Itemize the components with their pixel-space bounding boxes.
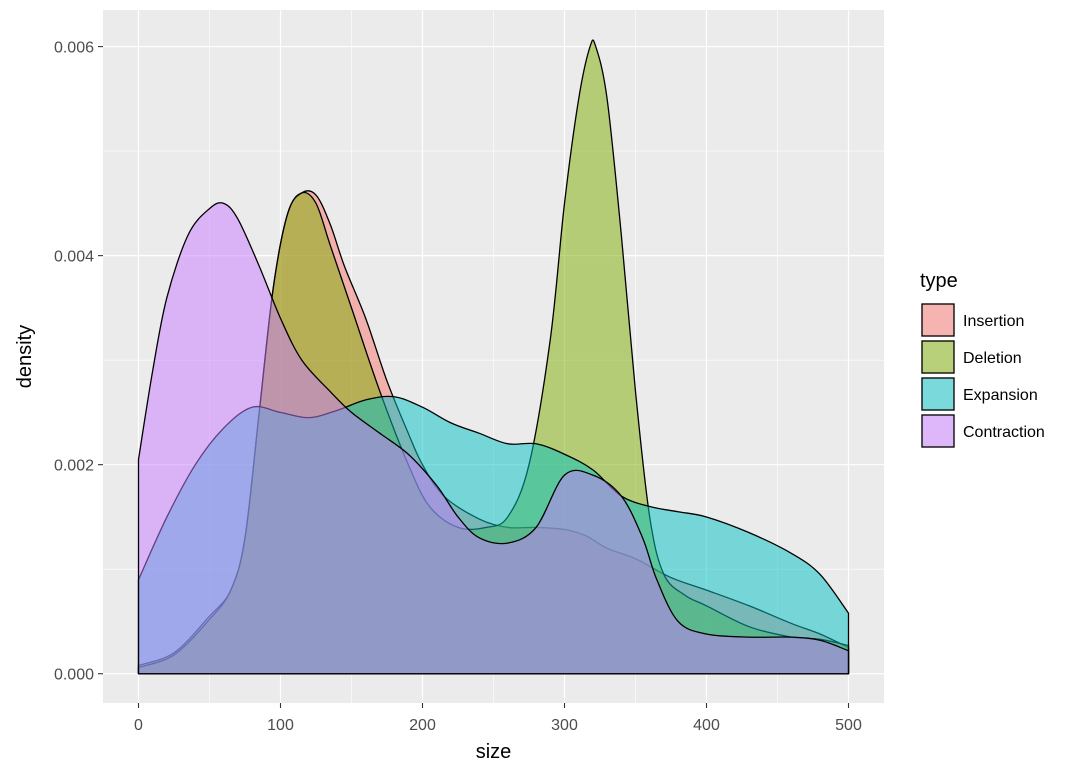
legend-swatch-insertion — [921, 303, 955, 337]
x-tick-label: 0 — [134, 717, 143, 734]
legend-swatch-deletion — [921, 340, 955, 374]
x-tick-label: 300 — [551, 717, 578, 734]
density-area-contraction — [137, 202, 850, 675]
legend-label-expansion: Expansion — [963, 387, 1038, 404]
x-tick-label: 200 — [409, 717, 436, 734]
legend-swatch-expansion — [921, 377, 955, 411]
legend-label-insertion: Insertion — [963, 313, 1024, 330]
legend-label-deletion: Deletion — [963, 350, 1022, 367]
legend: type Insertion Deletion Expansion Contracti… — [920, 270, 1045, 448]
legend-label-contraction: Contraction — [963, 424, 1045, 441]
y-tick-label: 0.006 — [54, 40, 94, 57]
x-tick-label: 100 — [267, 717, 294, 734]
density-areas — [137, 39, 850, 675]
x-axis: 0 100 200 300 400 500 — [134, 703, 862, 734]
y-tick-label: 0.004 — [54, 249, 94, 266]
legend-swatch-contraction — [921, 414, 955, 448]
y-axis: 0.000 0.002 0.004 0.006 — [54, 40, 103, 684]
y-tick-label: 0.002 — [54, 458, 94, 475]
y-tick-label: 0.000 — [54, 667, 94, 684]
x-axis-title: size — [476, 741, 512, 763]
x-tick-label: 500 — [835, 717, 862, 734]
y-axis-title: density — [14, 325, 36, 388]
x-tick-label: 400 — [693, 717, 720, 734]
legend-title: type — [920, 270, 958, 292]
